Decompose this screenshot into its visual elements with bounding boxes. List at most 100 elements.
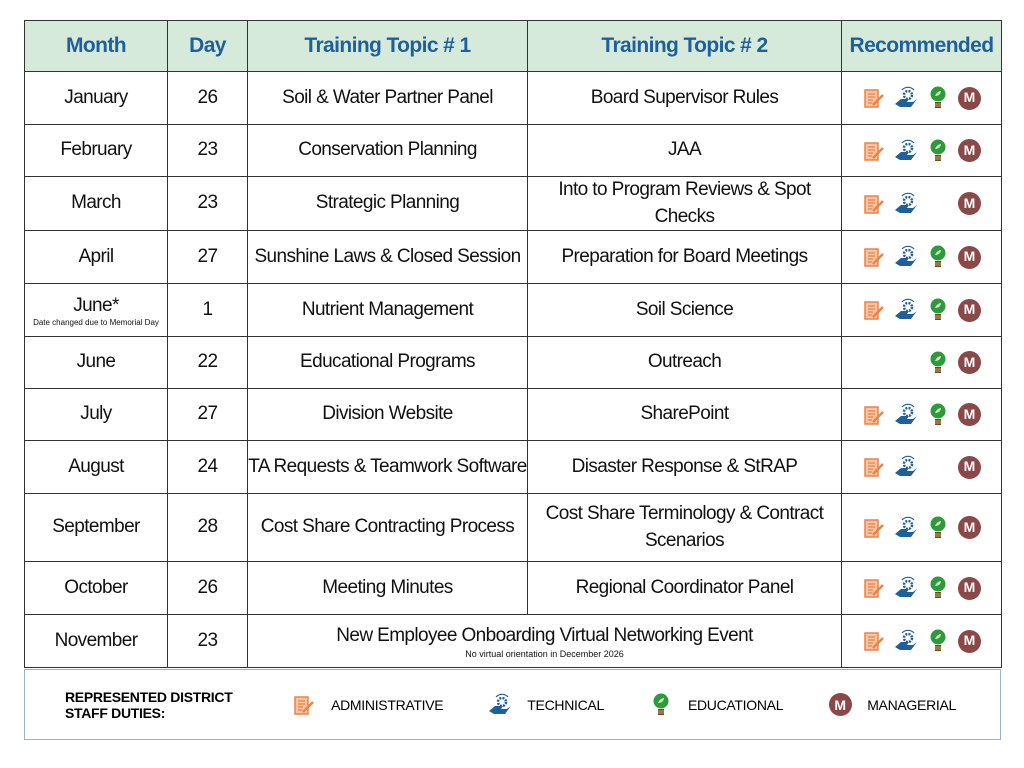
month: September xyxy=(52,516,140,538)
month: April xyxy=(78,245,114,267)
topic1-cell: Cost Share Contracting Process xyxy=(247,493,528,563)
topic2-cell: Disaster Response & StRAP xyxy=(527,440,842,495)
topic1-cell: Meeting Minutes xyxy=(247,561,528,616)
table-row: October 26 Meeting Minutes Regional Coordin… xyxy=(24,561,1002,616)
educational-icon xyxy=(925,515,951,541)
recommended-cell: M xyxy=(841,614,1002,669)
merged-note: No virtual orientation in December 2026 xyxy=(465,648,624,659)
managerial-icon: M xyxy=(957,350,983,376)
administrative-icon xyxy=(861,138,887,164)
table-row: February 23 Conservation Planning JAA M xyxy=(24,124,1002,177)
month-cell: August xyxy=(24,440,168,495)
topic1-cell: TA Requests & Teamwork Software xyxy=(247,440,528,495)
educational-icon xyxy=(925,138,951,164)
topic1-cell: Educational Programs xyxy=(247,336,528,390)
topic2-cell: SharePoint xyxy=(527,388,842,442)
educational-icon xyxy=(925,575,951,601)
recommended-cell: M xyxy=(841,175,1002,232)
technical-icon xyxy=(487,692,513,718)
educational-icon xyxy=(925,402,951,428)
topic2-cell: Board Supervisor Rules xyxy=(527,71,842,125)
month-cell: October xyxy=(24,561,168,616)
month: June xyxy=(76,351,116,373)
legend-label: ADMINISTRATIVE xyxy=(331,696,444,713)
topic2-cell: Cost Share Terminology & Contract Scenar… xyxy=(527,493,842,563)
managerial-icon: M xyxy=(957,575,983,601)
month: February xyxy=(60,139,132,161)
administrative-icon xyxy=(861,297,887,323)
month: October xyxy=(64,576,128,598)
managerial-icon: M xyxy=(957,85,983,111)
day-cell: 23 xyxy=(167,175,248,232)
technical-icon xyxy=(893,454,919,480)
day-cell: 23 xyxy=(167,614,248,669)
legend-item-managerial: M MANAGERIAL xyxy=(827,692,956,718)
month: June* xyxy=(73,294,119,316)
table-row: July 27 Division Website SharePoint M xyxy=(24,388,1002,442)
recommended-cell: M xyxy=(841,561,1002,616)
day-cell: 26 xyxy=(167,71,248,125)
technical-icon xyxy=(893,138,919,164)
day-cell: 28 xyxy=(167,493,248,563)
legend-item-technical: TECHNICAL xyxy=(487,692,604,718)
topic2-cell: Regional Coordinator Panel xyxy=(527,561,842,616)
legend-item-educational: EDUCATIONAL xyxy=(648,692,783,718)
month-cell: June* Date changed due to Memorial Day xyxy=(24,283,168,338)
technical-icon xyxy=(893,575,919,601)
merged-topic-cell: New Employee Onboarding Virtual Networki… xyxy=(247,614,842,669)
administrative-icon xyxy=(861,191,887,217)
topic2-cell: Soil Science xyxy=(527,283,842,338)
day-cell: 26 xyxy=(167,561,248,616)
managerial-icon: M xyxy=(957,244,983,270)
merged-topic: New Employee Onboarding Virtual Networki… xyxy=(336,625,753,647)
technical-icon xyxy=(893,402,919,428)
topic1-cell: Sunshine Laws & Closed Session xyxy=(247,230,528,285)
technical-icon xyxy=(893,191,919,217)
training-schedule-table: Month Day Training Topic # 1 Training Topic… xyxy=(24,20,1002,669)
month-cell: February xyxy=(24,124,168,177)
month-cell: July xyxy=(24,388,168,442)
administrative-icon xyxy=(861,575,887,601)
managerial-icon: M xyxy=(957,402,983,428)
day-cell: 22 xyxy=(167,336,248,390)
recommended-cell: M xyxy=(841,124,1002,177)
month-cell: April xyxy=(24,230,168,285)
recommended-cell: M xyxy=(841,71,1002,125)
technical-icon xyxy=(893,85,919,111)
month: August xyxy=(68,455,124,477)
topic2-cell: Outreach xyxy=(527,336,842,390)
managerial-icon: M xyxy=(957,297,983,323)
month-cell: November xyxy=(24,614,168,669)
topic2-cell: Preparation for Board Meetings xyxy=(527,230,842,285)
administrative-icon xyxy=(861,515,887,541)
topic1-cell: Conservation Planning xyxy=(247,124,528,177)
month: November xyxy=(54,629,138,651)
month-cell: January xyxy=(24,71,168,125)
recommended-cell: M xyxy=(841,230,1002,285)
month-note: Date changed due to Memorial Day xyxy=(33,318,159,328)
administrative-icon xyxy=(861,402,887,428)
recommended-cell: M xyxy=(841,388,1002,442)
recommended-cell: M xyxy=(841,493,1002,563)
column-header: Month xyxy=(24,20,168,72)
table-row: November 23 New Employee Onboarding Virtua… xyxy=(24,614,1002,669)
recommended-cell: M xyxy=(841,283,1002,338)
administrative-icon xyxy=(861,454,887,480)
administrative-icon xyxy=(861,85,887,111)
topic1-cell: Strategic Planning xyxy=(247,175,528,232)
educational-icon xyxy=(925,297,951,323)
topic2-cell: JAA xyxy=(527,124,842,177)
column-header: Day xyxy=(167,20,248,72)
legend-item-administrative: ADMINISTRATIVE xyxy=(291,692,444,718)
month: July xyxy=(80,403,112,425)
column-header: Training Topic # 2 xyxy=(527,20,842,72)
administrative-icon xyxy=(291,692,317,718)
table-row: September 28 Cost Share Contracting Proces… xyxy=(24,493,1002,563)
legend-label: MANAGERIAL xyxy=(867,696,956,713)
educational-icon xyxy=(648,692,674,718)
month-cell: September xyxy=(24,493,168,563)
day-cell: 27 xyxy=(167,388,248,442)
technical-icon xyxy=(893,515,919,541)
administrative-icon xyxy=(861,244,887,270)
day-cell: 23 xyxy=(167,124,248,177)
